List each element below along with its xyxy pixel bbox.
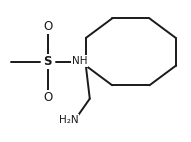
Text: O: O [43,20,52,33]
Text: H₂N: H₂N [59,115,79,125]
Text: NH: NH [71,56,87,66]
Text: S: S [44,55,52,68]
Text: O: O [43,91,52,104]
